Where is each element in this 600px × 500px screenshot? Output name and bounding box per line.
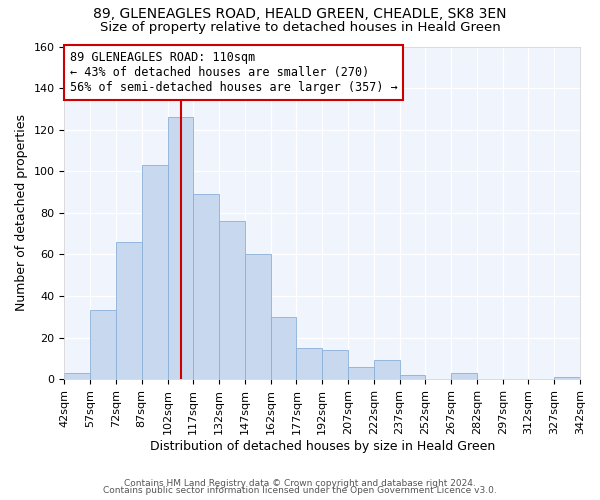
- Bar: [322, 350, 348, 379]
- Bar: [374, 360, 400, 379]
- Bar: [296, 348, 322, 379]
- Text: Contains HM Land Registry data © Crown copyright and database right 2024.: Contains HM Land Registry data © Crown c…: [124, 478, 476, 488]
- Bar: [142, 165, 167, 379]
- Bar: [245, 254, 271, 379]
- Text: Contains public sector information licensed under the Open Government Licence v3: Contains public sector information licen…: [103, 486, 497, 495]
- Bar: [193, 194, 219, 379]
- Text: Size of property relative to detached houses in Heald Green: Size of property relative to detached ho…: [100, 21, 500, 34]
- Bar: [167, 117, 193, 379]
- Text: 89 GLENEAGLES ROAD: 110sqm
← 43% of detached houses are smaller (270)
56% of sem: 89 GLENEAGLES ROAD: 110sqm ← 43% of deta…: [70, 50, 397, 94]
- Text: 89, GLENEAGLES ROAD, HEALD GREEN, CHEADLE, SK8 3EN: 89, GLENEAGLES ROAD, HEALD GREEN, CHEADL…: [93, 8, 507, 22]
- Bar: [219, 221, 245, 379]
- Bar: [400, 375, 425, 379]
- Bar: [348, 366, 374, 379]
- X-axis label: Distribution of detached houses by size in Heald Green: Distribution of detached houses by size …: [149, 440, 495, 452]
- Y-axis label: Number of detached properties: Number of detached properties: [15, 114, 28, 312]
- Bar: [116, 242, 142, 379]
- Bar: [554, 377, 580, 379]
- Bar: [64, 373, 90, 379]
- Bar: [271, 316, 296, 379]
- Bar: [90, 310, 116, 379]
- Bar: [451, 373, 477, 379]
